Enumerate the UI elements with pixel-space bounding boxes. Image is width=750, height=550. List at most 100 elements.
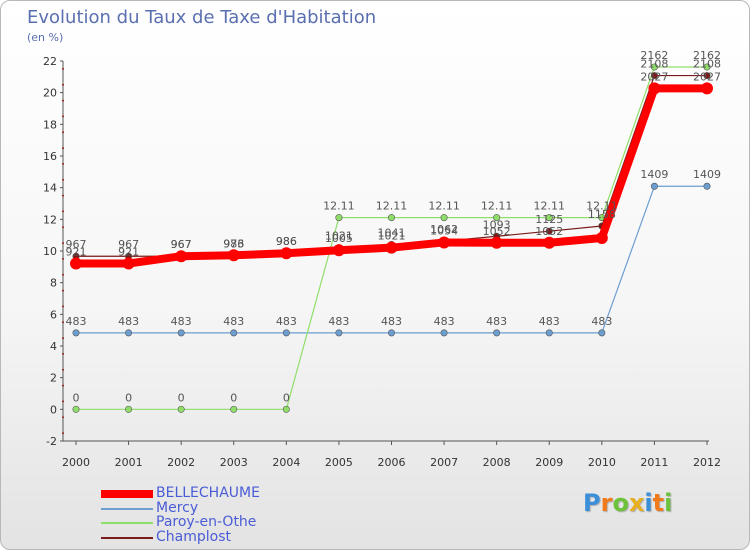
y-tick-label: 20 xyxy=(43,87,57,100)
data-point xyxy=(387,214,395,222)
data-point xyxy=(701,82,713,95)
y-tick-label: -2 xyxy=(46,435,57,448)
data-label: 12.11 xyxy=(428,200,460,213)
y-minor-tick xyxy=(62,400,64,403)
data-point xyxy=(545,329,553,337)
data-label: 986 xyxy=(276,235,297,248)
data-point xyxy=(490,236,503,249)
legend-label-champlost: Champlost xyxy=(156,528,231,545)
y-tick-label: 4 xyxy=(50,340,57,353)
data-label: 1409 xyxy=(640,168,668,181)
y-minor-tick xyxy=(62,242,64,245)
y-tick-label: 18 xyxy=(43,118,57,131)
data-point xyxy=(122,257,135,270)
data-point xyxy=(280,247,293,260)
y-minor-tick xyxy=(62,147,64,150)
data-point xyxy=(282,329,290,337)
x-tick-label: 2011 xyxy=(640,456,668,469)
data-label: 1021 xyxy=(325,230,353,243)
x-tick-label: 2005 xyxy=(325,456,353,469)
logo-letter: x xyxy=(628,489,645,517)
data-point xyxy=(227,249,240,262)
proxiti-logo: Proxiti xyxy=(583,489,672,517)
y-minor-tick xyxy=(62,305,64,308)
data-label: 2108 xyxy=(640,58,668,71)
y-minor-tick xyxy=(62,432,64,435)
data-point xyxy=(650,63,658,71)
data-point xyxy=(175,250,188,263)
y-tick-label: 16 xyxy=(43,150,57,163)
y-minor-tick xyxy=(62,384,64,387)
logo-letter: r xyxy=(600,489,613,517)
data-point xyxy=(387,329,395,337)
y-minor-tick xyxy=(62,67,64,70)
y-minor-tick xyxy=(62,83,64,86)
logo-letter: P xyxy=(583,489,601,517)
y-minor-tick xyxy=(62,337,64,340)
x-tick-label: 2006 xyxy=(378,456,406,469)
data-point xyxy=(125,329,133,337)
data-point xyxy=(177,405,185,413)
data-label: 967 xyxy=(66,238,87,251)
y-tick-label: 8 xyxy=(50,277,57,290)
data-label: 973 xyxy=(223,237,244,250)
chart-title: Evolution du Taux de Taxe d'Habitation xyxy=(27,7,377,28)
legend-swatch-bellechaume xyxy=(101,490,153,498)
x-tick-label: 2002 xyxy=(167,456,195,469)
data-label: 921 xyxy=(66,246,87,259)
data-point xyxy=(650,182,658,190)
data-label: 12.11 xyxy=(376,200,408,213)
data-label: 1409 xyxy=(693,168,721,181)
data-point xyxy=(545,227,553,235)
data-label: 483 xyxy=(486,315,507,328)
y-minor-tick xyxy=(62,416,64,419)
data-point xyxy=(493,214,501,222)
y-tick-label: 6 xyxy=(50,308,57,321)
y-tick-label: 22 xyxy=(43,55,57,68)
y-tick-label: 0 xyxy=(50,403,57,416)
data-label: 1052 xyxy=(483,225,511,238)
y-minor-tick xyxy=(62,99,64,102)
data-label: 2027 xyxy=(640,70,668,83)
y-minor-tick xyxy=(62,194,64,197)
y-minor-tick xyxy=(62,352,64,355)
data-label: 986 xyxy=(276,235,297,248)
x-tick-label: 2010 xyxy=(588,456,616,469)
data-label: 967 xyxy=(171,238,192,251)
data-point xyxy=(598,329,606,337)
data-label: 1158 xyxy=(588,208,616,221)
data-label: 0 xyxy=(230,391,237,404)
data-label: 483 xyxy=(171,315,192,328)
data-label: 483 xyxy=(276,315,297,328)
x-tick-label: 2009 xyxy=(535,456,563,469)
data-label: 483 xyxy=(118,315,139,328)
logo-letter: t xyxy=(652,489,665,517)
data-label: 1054 xyxy=(430,224,458,237)
logo-letter: i xyxy=(664,489,673,517)
data-point xyxy=(438,236,451,249)
data-label: 967 xyxy=(118,238,139,251)
data-label: 483 xyxy=(539,315,560,328)
legend-label-mercy: Mercy xyxy=(156,499,199,516)
data-label: 1093 xyxy=(483,218,511,231)
data-point xyxy=(440,214,448,222)
data-label: 0 xyxy=(178,391,185,404)
data-label: 1125 xyxy=(535,213,563,226)
logo-letter: o xyxy=(612,489,629,517)
y-minor-tick xyxy=(62,257,64,260)
legend-swatch-mercy xyxy=(101,507,153,510)
data-point xyxy=(648,82,661,95)
data-point xyxy=(440,329,448,337)
data-label: 2162 xyxy=(640,49,668,62)
data-label: 1021 xyxy=(378,230,406,243)
x-tick-label: 2007 xyxy=(430,456,458,469)
y-minor-tick xyxy=(62,162,64,165)
data-point xyxy=(230,405,238,413)
y-minor-tick xyxy=(62,115,64,118)
x-tick-label: 2000 xyxy=(62,456,90,469)
chart-subtitle: (en %) xyxy=(27,31,64,44)
data-point xyxy=(282,405,290,413)
data-label: 483 xyxy=(328,315,349,328)
data-point xyxy=(703,72,711,80)
data-point xyxy=(72,329,80,337)
